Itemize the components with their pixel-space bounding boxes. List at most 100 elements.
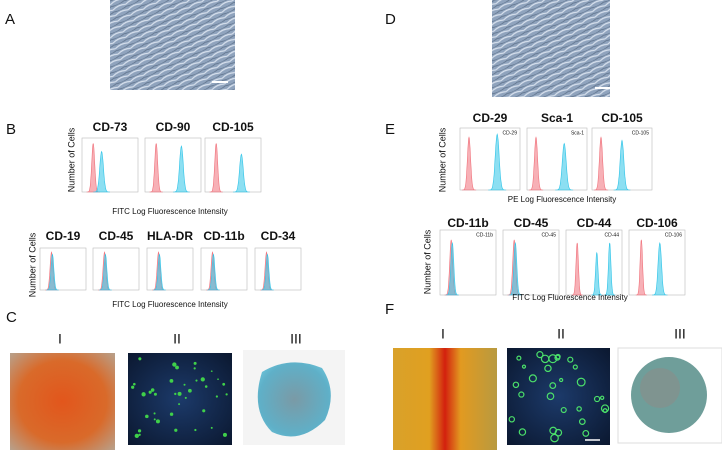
marker-title: CD-11b <box>447 216 488 230</box>
pellet-detail <box>640 368 680 408</box>
histogram-peak <box>445 241 459 296</box>
stain-image <box>393 348 497 450</box>
dot <box>536 351 544 359</box>
dot <box>222 382 226 386</box>
dot <box>578 418 586 425</box>
histogram-peak <box>591 251 603 296</box>
dot <box>178 403 181 406</box>
x-axis-label: FITC Log Fluorescence Intensity <box>512 293 628 302</box>
dot <box>184 396 187 399</box>
histogram-peak <box>46 253 59 291</box>
marker-title: CD-105 <box>212 120 254 134</box>
histogram-peak <box>652 241 668 296</box>
histogram-peak <box>207 253 220 291</box>
dot <box>193 367 196 370</box>
inset-label: CD-44 <box>605 232 620 238</box>
stain-image <box>10 353 115 450</box>
dot <box>508 416 516 423</box>
histogram-peak <box>99 253 112 291</box>
y-axis-label: Number of Cells <box>437 127 447 192</box>
y-axis-label: Number of Cells <box>422 229 432 294</box>
dot <box>175 365 179 370</box>
panel-label: A <box>5 11 15 28</box>
dot <box>150 388 155 392</box>
x-axis-label: FITC Log Fluorescence Intensity <box>112 300 228 309</box>
x-axis-label: PE Log Fluorescence Intensity <box>508 195 617 204</box>
dot <box>153 412 156 415</box>
fluorescent-cells <box>131 351 610 443</box>
panel-label: E <box>385 121 395 138</box>
dot <box>194 428 197 432</box>
inset-label: CD-29 <box>503 130 518 136</box>
marker-title: CD-45 <box>99 229 134 243</box>
marker-title: Sca-1 <box>541 111 573 125</box>
dot <box>133 382 136 386</box>
dot <box>131 385 135 389</box>
dot <box>138 433 141 436</box>
histogram-peak <box>461 136 477 191</box>
histogram-peak <box>209 143 223 193</box>
marker-title: CD-90 <box>156 120 191 134</box>
dot <box>172 362 177 367</box>
marker-title: CD-34 <box>261 229 296 243</box>
marker-title: HLA-DR <box>147 229 193 243</box>
x-axis-label: FITC Log Fluorescence Intensity <box>112 207 228 216</box>
dot <box>141 392 146 397</box>
marker-title: CD-44 <box>577 216 612 230</box>
dot <box>558 377 564 383</box>
marker-title: CD-105 <box>601 111 643 125</box>
dot <box>582 429 590 437</box>
dot <box>550 433 559 443</box>
histogram-peak <box>153 253 166 291</box>
dot <box>512 381 520 389</box>
histogram-peak <box>233 153 250 193</box>
inset-label: Sca-1 <box>571 130 584 136</box>
histogram-peak <box>261 253 274 291</box>
y-axis-label: Number of Cells <box>66 127 76 192</box>
dot <box>593 395 601 403</box>
histogram-peak <box>149 143 163 193</box>
histogram-peak <box>593 136 609 191</box>
marker-title: CD-73 <box>93 120 128 134</box>
dot <box>210 370 213 373</box>
dot <box>528 374 537 383</box>
dot <box>174 392 177 396</box>
pellet <box>257 362 331 437</box>
inset-label: CD-11b <box>476 232 493 238</box>
histogram-peak <box>93 150 110 193</box>
dot <box>155 419 160 424</box>
dot <box>138 357 142 361</box>
dot <box>516 355 522 361</box>
dot <box>560 406 567 414</box>
phase-image <box>492 0 610 97</box>
dot <box>554 354 561 361</box>
histogram-frame <box>200 247 248 291</box>
inset-label: CD-106 <box>665 232 682 238</box>
dot <box>544 364 552 373</box>
dot <box>210 426 213 429</box>
dot <box>518 391 525 398</box>
dot <box>193 361 197 365</box>
dot <box>602 408 608 414</box>
marker-title: CD-19 <box>46 229 81 243</box>
panel-label: D <box>385 11 396 28</box>
dot <box>518 428 527 436</box>
dot <box>599 395 605 400</box>
stain-label: II <box>557 326 565 342</box>
dot <box>217 378 219 381</box>
histogram-peak <box>571 242 583 296</box>
histogram-peak <box>635 239 647 296</box>
histogram-peak <box>604 242 616 296</box>
inset-label: CD-45 <box>542 232 557 238</box>
dot <box>521 364 527 369</box>
dot <box>225 393 228 396</box>
histogram-peak <box>555 142 574 191</box>
inset-label: CD-105 <box>632 130 649 136</box>
histogram-frame <box>92 247 140 291</box>
histogram-frame <box>39 247 87 291</box>
histogram-frame <box>565 229 623 296</box>
marker-title: CD-106 <box>636 216 678 230</box>
dot <box>174 428 178 432</box>
histogram-peak <box>613 139 631 191</box>
